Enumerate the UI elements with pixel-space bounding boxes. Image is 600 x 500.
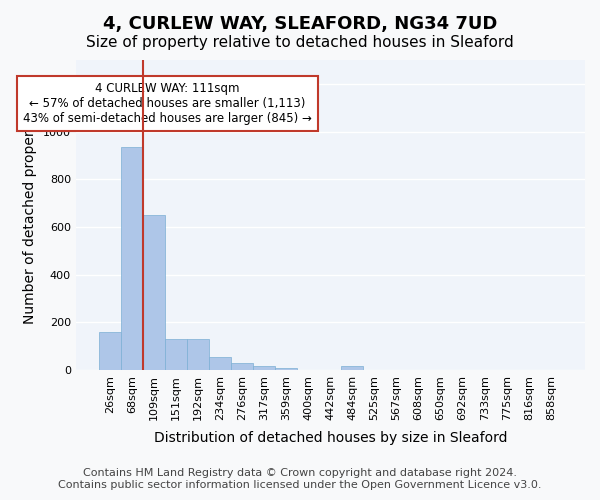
Bar — [187, 339, 209, 370]
Bar — [341, 366, 364, 370]
Text: Contains HM Land Registry data © Crown copyright and database right 2024.
Contai: Contains HM Land Registry data © Crown c… — [58, 468, 542, 490]
Y-axis label: Number of detached properties: Number of detached properties — [23, 106, 37, 324]
Bar — [209, 357, 231, 370]
Bar — [253, 366, 275, 370]
Bar — [231, 363, 253, 370]
Bar — [275, 368, 297, 370]
Text: Size of property relative to detached houses in Sleaford: Size of property relative to detached ho… — [86, 35, 514, 50]
Bar — [143, 216, 165, 370]
X-axis label: Distribution of detached houses by size in Sleaford: Distribution of detached houses by size … — [154, 431, 507, 445]
Text: 4 CURLEW WAY: 111sqm
← 57% of detached houses are smaller (1,113)
43% of semi-de: 4 CURLEW WAY: 111sqm ← 57% of detached h… — [23, 82, 312, 124]
Bar — [121, 147, 143, 370]
Bar — [165, 339, 187, 370]
Text: 4, CURLEW WAY, SLEAFORD, NG34 7UD: 4, CURLEW WAY, SLEAFORD, NG34 7UD — [103, 15, 497, 33]
Bar — [99, 332, 121, 370]
